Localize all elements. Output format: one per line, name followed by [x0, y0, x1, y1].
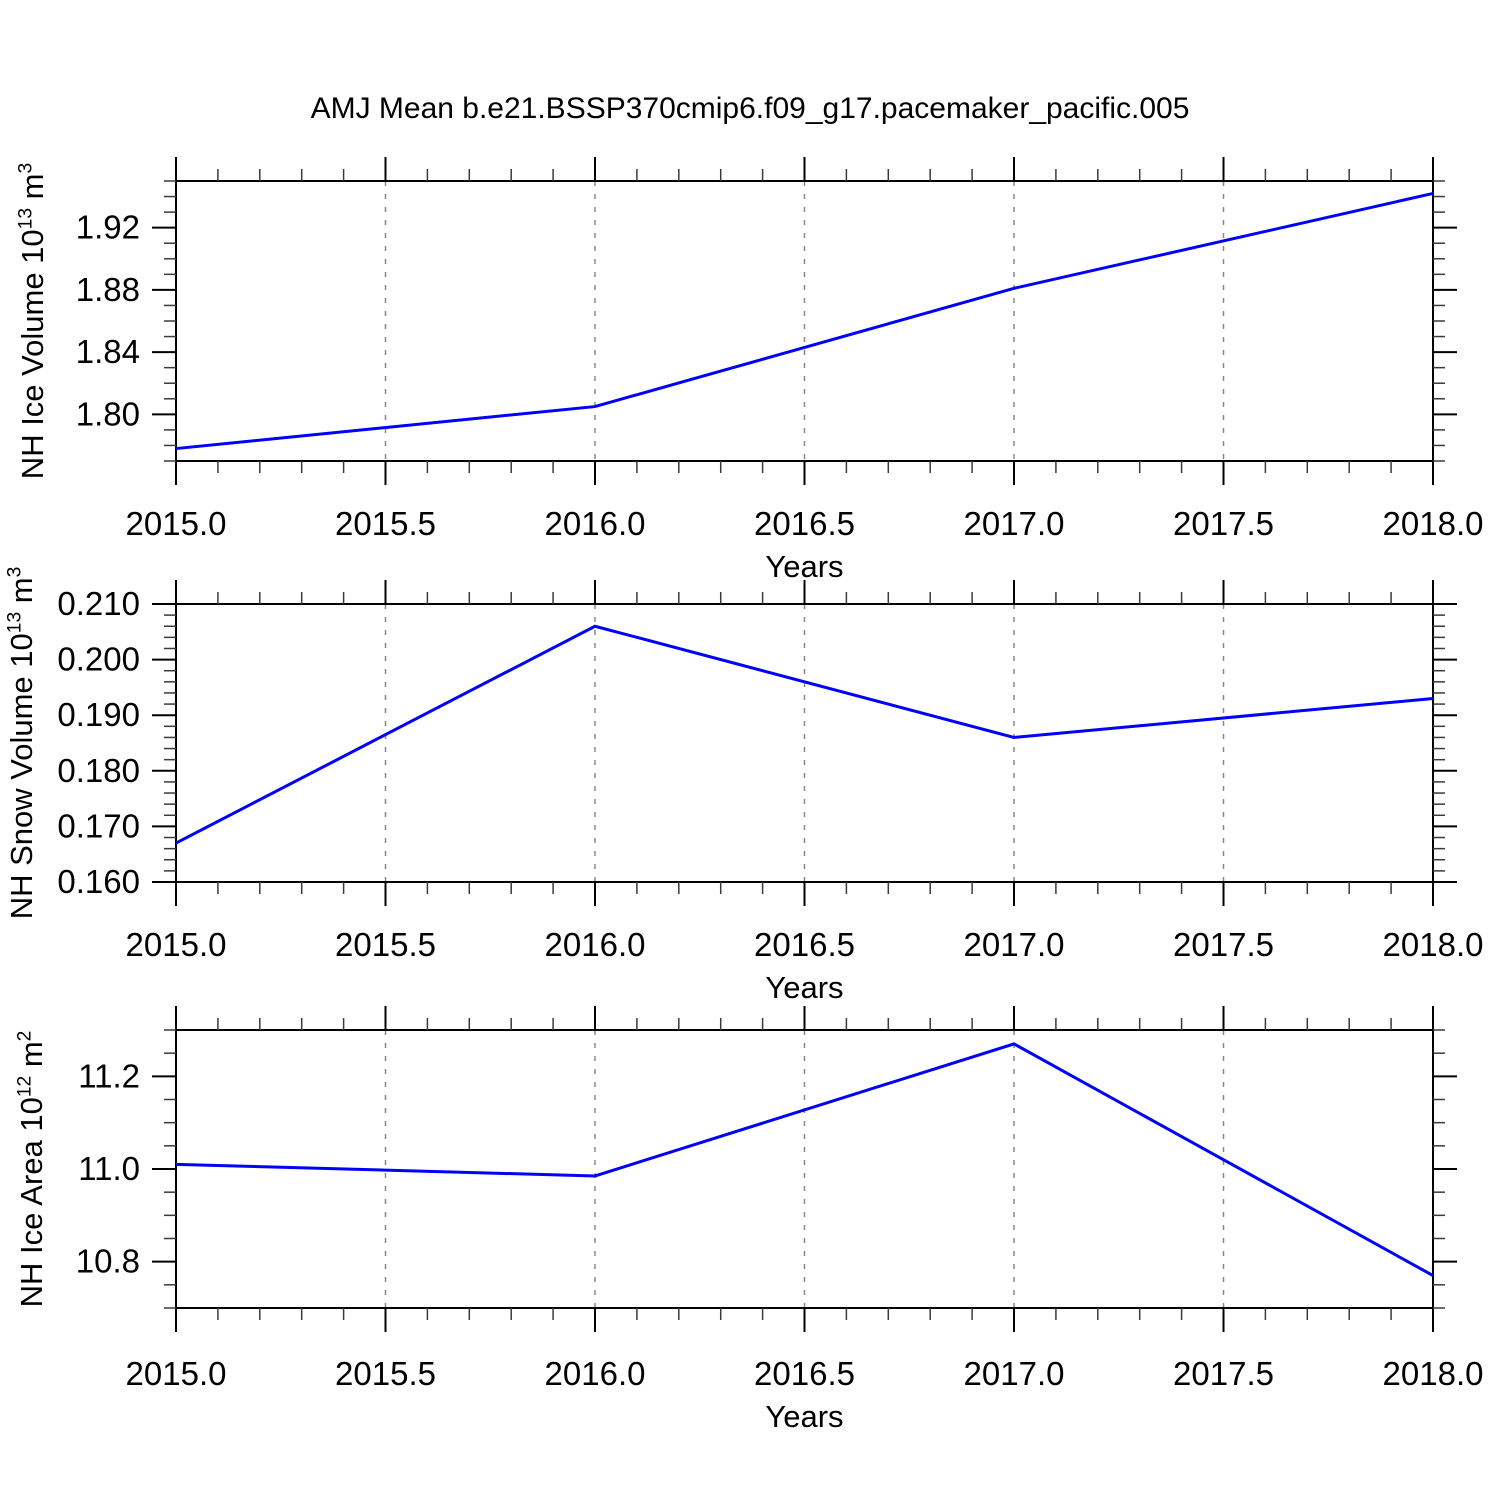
- nh-ice-volume-line: [175, 191, 1434, 451]
- y-axis-title-text: NH Ice Area 10: [14, 1097, 49, 1308]
- x-tick-label: 2017.0: [964, 1355, 1065, 1392]
- y-tick-label: 0.210: [57, 585, 140, 622]
- y-axis-title-ice-area: NH Ice Area 1012 m2: [13, 869, 51, 1469]
- x-tick-label: 2017.5: [1173, 1355, 1274, 1392]
- y-tick-label: 0.170: [57, 807, 140, 844]
- x-tick-label: 2018.0: [1383, 505, 1484, 542]
- x-tick-label: 2016.5: [754, 926, 855, 963]
- y-tick-label: 1.88: [76, 271, 140, 308]
- y-tick-label: 11.0: [78, 1150, 140, 1187]
- y-tick-label: 1.80: [76, 395, 140, 432]
- y-tick-label: 0.160: [57, 863, 140, 900]
- x-tick-label: 2015.0: [126, 926, 227, 963]
- y-axis-title-exponent: 13: [4, 611, 26, 634]
- x-tick-label: 2015.5: [335, 926, 436, 963]
- x-tick-label: 2016.5: [754, 1355, 855, 1392]
- x-tick-label: 2015.5: [335, 1355, 436, 1392]
- x-tick-label: 2017.5: [1173, 926, 1274, 963]
- y-axis-title-text: NH Ice Volume 10: [15, 229, 50, 480]
- y-axis-title-unit: m: [15, 173, 50, 208]
- y-tick-label: 0.180: [57, 752, 140, 789]
- y-tick-label: 10.8: [76, 1243, 140, 1280]
- y-axis-title-unit-exponent: 3: [15, 162, 37, 174]
- x-axis-title-chart1: Years: [765, 549, 844, 584]
- x-tick-label: 2016.5: [754, 505, 855, 542]
- x-tick-label: 2017.0: [964, 926, 1065, 963]
- y-axis-title-exponent: 12: [14, 1075, 36, 1098]
- nh-snow-volume-line: [175, 624, 1434, 845]
- y-axis-title-exponent: 13: [15, 207, 37, 230]
- x-axis-title-chart3: Years: [765, 1399, 844, 1434]
- y-axis-title-unit-exponent: 2: [14, 1030, 36, 1042]
- y-tick-label: 1.84: [76, 333, 140, 370]
- y-tick-label: 0.190: [57, 696, 140, 733]
- y-tick-label: 11.2: [78, 1057, 140, 1094]
- y-tick-label: 0.200: [57, 641, 140, 678]
- x-tick-label: 2016.0: [545, 926, 646, 963]
- figure-title: AMJ Mean b.e21.BSSP370cmip6.f09_g17.pace…: [310, 92, 1190, 125]
- x-tick-label: 2018.0: [1383, 926, 1484, 963]
- x-tick-label: 2015.0: [126, 505, 227, 542]
- x-tick-label: 2017.5: [1173, 505, 1274, 542]
- x-tick-label: 2018.0: [1383, 1355, 1484, 1392]
- y-tick-label: 1.92: [76, 209, 140, 246]
- x-axis-title-chart2: Years: [765, 970, 844, 1005]
- x-tick-label: 2017.0: [964, 505, 1065, 542]
- y-axis-title-unit: m: [14, 1041, 49, 1076]
- nh-ice-area-line: [175, 1042, 1434, 1277]
- x-tick-label: 2015.5: [335, 505, 436, 542]
- x-tick-label: 2016.0: [545, 505, 646, 542]
- x-tick-label: 2015.0: [126, 1355, 227, 1392]
- x-tick-label: 2016.0: [545, 1355, 646, 1392]
- y-axis-title-unit: m: [4, 577, 39, 612]
- y-axis-title-unit-exponent: 3: [4, 566, 26, 578]
